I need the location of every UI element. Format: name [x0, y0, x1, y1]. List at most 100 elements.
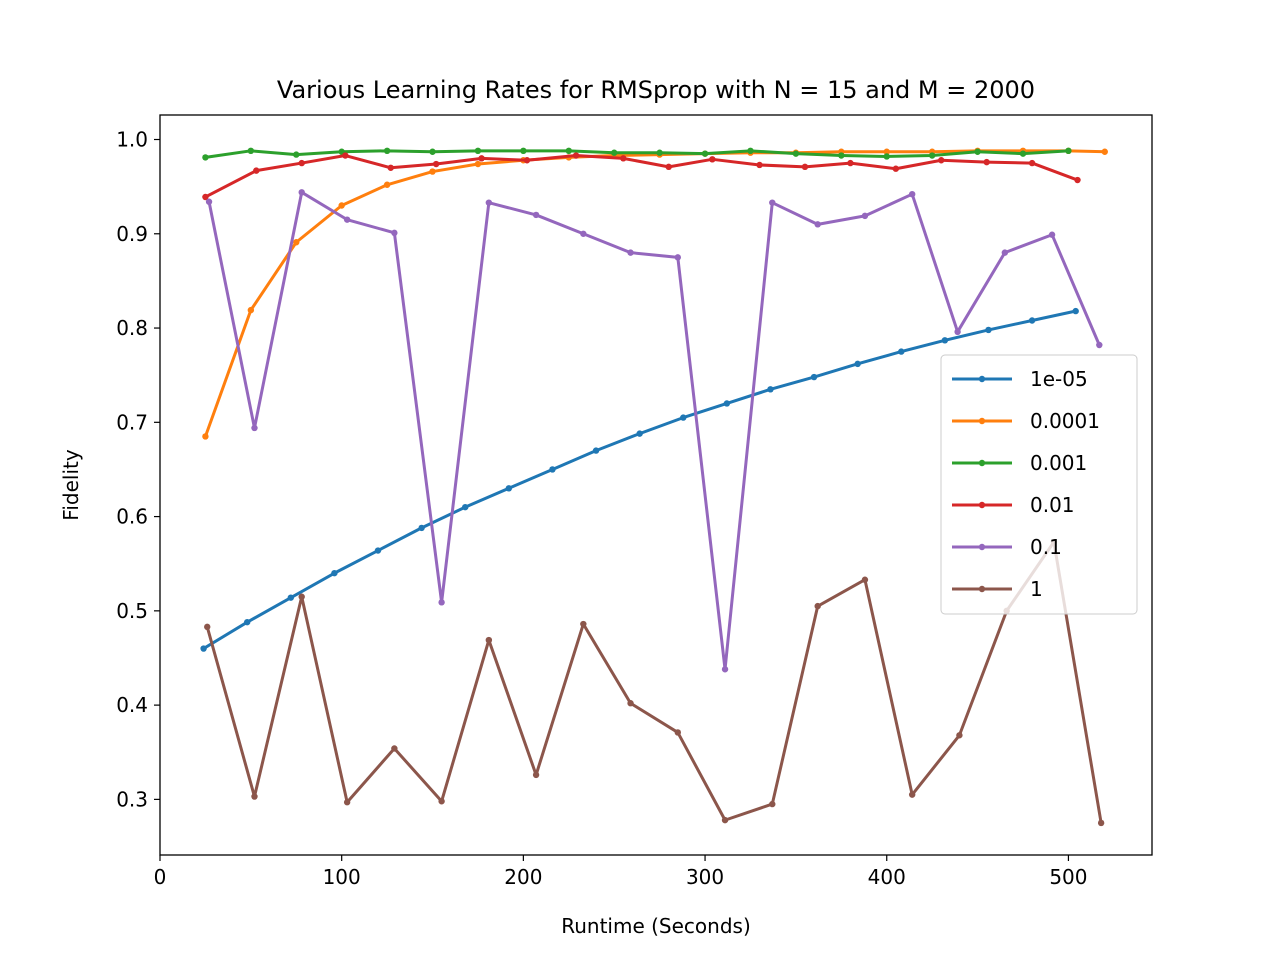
data-point [462, 503, 469, 511]
legend-label: 0.001 [1030, 451, 1087, 475]
data-point [1101, 148, 1108, 155]
data-point [861, 576, 869, 583]
data-point [1072, 307, 1079, 315]
x-tick-label: 300 [686, 865, 724, 889]
data-point [680, 414, 687, 421]
data-point [898, 348, 905, 355]
data-point [892, 165, 900, 172]
data-point [1065, 147, 1072, 155]
data-point [674, 254, 681, 261]
data-point [838, 152, 845, 159]
data-point [1028, 317, 1036, 324]
x-tick-label: 0 [154, 865, 167, 889]
legend-item: 0.1 [952, 535, 1062, 559]
data-point [438, 599, 445, 606]
data-point [251, 793, 258, 800]
data-point [636, 430, 643, 437]
data-point [391, 229, 398, 237]
legend-marker [978, 501, 986, 509]
data-point [200, 645, 207, 652]
data-point [941, 337, 949, 344]
x-axis-ticks: 0 100 200 300 400 500 [154, 855, 1088, 889]
series-2 [202, 147, 1072, 161]
data-point [756, 161, 763, 169]
data-point [391, 745, 398, 752]
data-point [505, 485, 513, 492]
legend-marker [978, 417, 986, 425]
data-point [298, 593, 305, 600]
y-tick-label: 0.7 [116, 410, 148, 434]
legend-marker [978, 543, 986, 551]
data-point [520, 147, 527, 155]
data-point [429, 148, 436, 155]
data-point [253, 167, 260, 174]
data-point [429, 168, 436, 175]
y-tick-label: 0.5 [116, 599, 148, 623]
data-point [908, 190, 916, 198]
x-axis-label: Runtime (Seconds) [561, 914, 751, 938]
data-point [627, 249, 634, 256]
data-point [432, 160, 440, 168]
data-point [293, 151, 300, 158]
data-point [438, 798, 445, 805]
legend-marker [978, 459, 986, 467]
data-point [956, 732, 963, 739]
data-point [523, 157, 531, 164]
data-point [580, 230, 587, 237]
x-tick-label: 500 [1049, 865, 1087, 889]
series-4 [205, 189, 1103, 673]
y-tick-label: 1.0 [116, 128, 148, 152]
legend-items: 1e-05 0.0001 0.001 0.01 0.1 1 [952, 367, 1100, 601]
data-point [532, 771, 540, 779]
data-point [338, 202, 345, 209]
legend-marker [978, 375, 986, 383]
data-point [383, 181, 391, 188]
data-point [627, 700, 634, 707]
data-point [974, 148, 981, 155]
data-point [861, 212, 869, 220]
data-point [342, 152, 349, 159]
data-point [908, 791, 916, 798]
legend-label: 1e-05 [1030, 367, 1088, 391]
series-line [203, 154, 1080, 200]
data-point [287, 594, 295, 601]
y-axis-ticks: 0.3 0.4 0.5 0.6 0.7 0.8 0.9 1.0 [116, 128, 160, 811]
data-point [298, 159, 305, 167]
data-point [374, 547, 382, 554]
data-point [202, 433, 209, 440]
data-point [205, 198, 213, 205]
data-point [202, 193, 209, 201]
data-point [383, 147, 391, 155]
legend-item: 0.01 [952, 493, 1075, 517]
series-line [207, 190, 1102, 671]
data-point [674, 729, 681, 736]
data-point [485, 199, 493, 206]
data-point [769, 199, 776, 206]
legend-marker [978, 585, 986, 593]
legend-box [940, 354, 1138, 615]
x-tick-label: 200 [504, 865, 542, 889]
data-point [709, 156, 716, 163]
data-point [247, 306, 255, 314]
series-layer [200, 147, 1108, 827]
data-point [883, 148, 890, 155]
series-3 [202, 152, 1081, 201]
data-point [532, 211, 540, 219]
x-tick-label: 400 [868, 865, 906, 889]
data-point [854, 360, 861, 368]
data-point [474, 147, 482, 155]
legend-label: 0.1 [1030, 535, 1062, 559]
data-point [810, 373, 818, 381]
data-point [247, 147, 255, 155]
data-point [721, 666, 729, 673]
chart-title: Various Learning Rates for RMSprop with … [277, 76, 1035, 104]
data-point [343, 216, 351, 223]
data-point [1028, 159, 1036, 167]
data-point [244, 618, 251, 626]
data-point [580, 620, 587, 628]
series-line [203, 149, 1071, 160]
data-point [331, 569, 338, 577]
data-point [656, 149, 663, 156]
